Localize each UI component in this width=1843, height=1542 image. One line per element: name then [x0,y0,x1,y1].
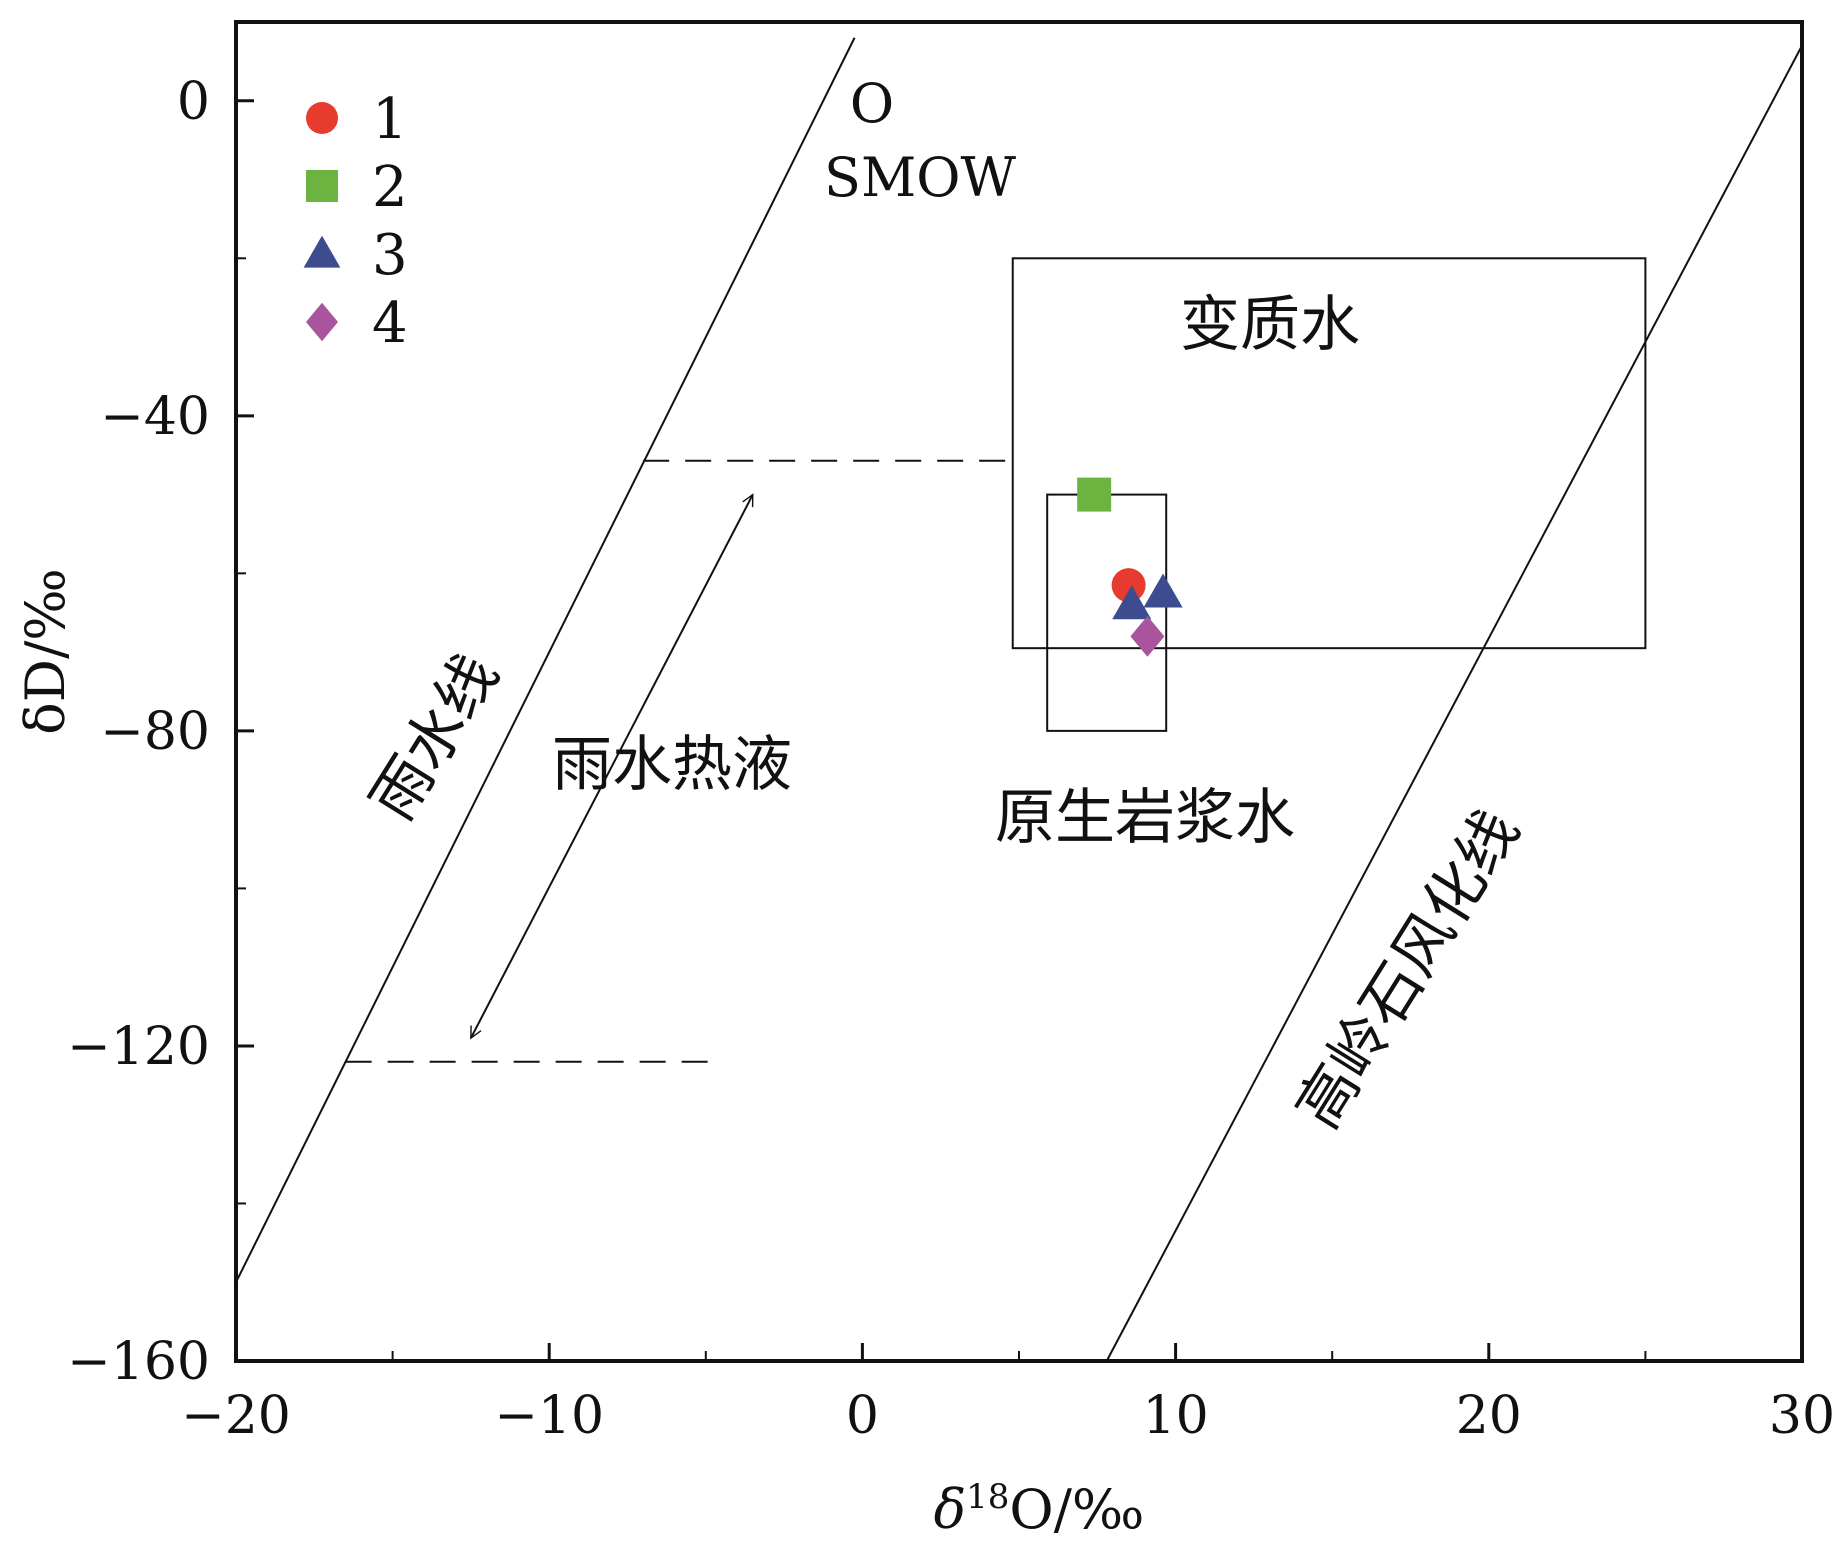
meteoric-water-line [236,37,856,1283]
data-point-series-3-1 [1112,585,1152,620]
y-tick-label: −80 [100,702,210,762]
y-tick-label: 0 [177,72,210,132]
x-tick-label: 30 [1769,1386,1835,1446]
x-axis-title: δ18O/‰ [934,1477,1145,1541]
legend-label-4: 4 [372,291,408,356]
metamorphic-water-label: 变质水 [1180,290,1360,360]
y-tick-label: −40 [100,387,210,447]
legend-label-1: 1 [372,87,408,152]
meteoric-water-line-label: 雨水线 [358,643,513,833]
legend-label-3: 3 [372,223,408,288]
data-point-series-3-2 [1143,573,1183,608]
axes: −20 −10 0 10 20 30 0 −40 −80 −120 −160 [67,72,1835,1446]
y-axis-title: δD/‰ [14,568,77,734]
x-tick-label: 20 [1456,1386,1522,1446]
primary-magmatic-water-box [1046,493,1168,732]
legend-marker-2 [306,170,338,202]
data-point-series-4-1 [1130,615,1165,657]
legend-marker-4 [306,302,338,342]
x-tick-label: −20 [181,1386,291,1446]
data-point-series-1-1 [1111,568,1146,603]
y-tick-label: −160 [67,1332,210,1392]
kaolinite-weathering-line-label: 高岭石风化线 [1283,798,1533,1140]
data-point-series-2-1 [1077,477,1112,512]
primary-magmatic-water-label: 原生岩浆水 [995,783,1295,853]
smow-label-o: O [850,72,894,135]
meteoric-hydrothermal-label: 雨水热液 [552,730,792,800]
x-tick-label: 0 [846,1386,879,1446]
legend-label-2: 2 [372,155,408,220]
x-tick-label: −10 [494,1386,604,1446]
legend-marker-3 [303,235,341,268]
metamorphic-water-box [1011,257,1647,650]
x-tick-label: 10 [1143,1386,1209,1446]
kaolinite-weathering-line [1105,45,1802,1361]
smow-label: SMOW [824,146,1017,209]
y-tick-label: −120 [67,1017,210,1077]
meteoric-hydrothermal-arrow [470,495,754,1038]
legend-marker-1 [306,102,338,134]
plot-content [236,37,1802,1361]
